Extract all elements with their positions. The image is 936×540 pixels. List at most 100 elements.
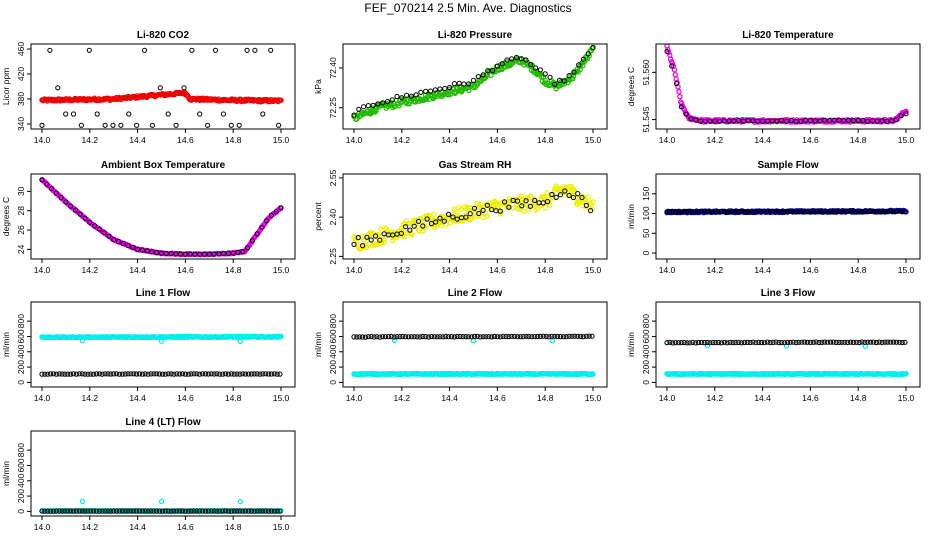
data-point xyxy=(744,209,750,215)
data-point xyxy=(91,371,97,377)
x-tick-label: 14.6 xyxy=(177,265,194,275)
data-point xyxy=(577,66,583,73)
data-point xyxy=(251,371,257,377)
data-point xyxy=(532,334,538,340)
data-point xyxy=(240,249,246,255)
data-point xyxy=(457,333,463,340)
data-point xyxy=(753,340,759,346)
data-point xyxy=(494,334,500,340)
data-point xyxy=(440,334,446,340)
plot-frame xyxy=(342,173,608,260)
x-tick-label: 14.4 xyxy=(754,393,771,403)
data-point xyxy=(45,371,51,377)
y-tick-label: 26 xyxy=(16,225,26,235)
data-point xyxy=(674,81,680,87)
chart-panel-2: Li-820 Pressure 14.0 14.2 14.4 14.6 14.8 15.0 7… xyxy=(313,30,608,145)
data-point xyxy=(475,213,481,219)
data-point xyxy=(88,371,94,377)
data-point xyxy=(560,334,567,340)
x-tick-label: 14.8 xyxy=(537,135,554,145)
data-point xyxy=(191,508,197,514)
y-axis-label: ml/min xyxy=(626,204,636,229)
data-point xyxy=(570,194,577,201)
data-point xyxy=(547,202,553,208)
data-point xyxy=(443,333,449,340)
data-point xyxy=(683,111,689,117)
data-point xyxy=(463,214,469,220)
data-point xyxy=(236,122,242,128)
x-tick-label: 14.2 xyxy=(82,135,99,145)
data-point xyxy=(454,216,460,222)
x-tick-label: 14.4 xyxy=(129,265,146,275)
data-point xyxy=(357,334,363,340)
data-point xyxy=(588,208,594,214)
data-point xyxy=(590,44,596,51)
data-point xyxy=(667,339,673,345)
data-point xyxy=(545,198,551,205)
data-point xyxy=(744,339,750,345)
data-point xyxy=(446,211,452,217)
data-point xyxy=(563,334,569,340)
series-black xyxy=(39,47,282,128)
data-point xyxy=(798,118,804,125)
chart-panel-4: Ambient Box Temperature 14.0 14.2 14.4 14.6 1… xyxy=(1,160,296,275)
data-point xyxy=(764,339,771,345)
x-tick-label: 14.6 xyxy=(802,393,819,403)
y-tick-label: 800 xyxy=(16,314,26,328)
data-point xyxy=(589,333,595,339)
data-point xyxy=(202,508,209,514)
data-point xyxy=(364,244,370,250)
data-point xyxy=(110,122,116,128)
data-point xyxy=(873,209,880,215)
data-point xyxy=(677,93,683,100)
data-point xyxy=(750,339,756,345)
data-point xyxy=(173,122,179,128)
data-point xyxy=(561,78,567,84)
data-point xyxy=(63,199,69,205)
data-point xyxy=(228,122,234,128)
data-point xyxy=(431,211,437,218)
data-point xyxy=(846,117,852,123)
data-point xyxy=(165,371,171,377)
data-point xyxy=(79,508,85,514)
data-point xyxy=(271,371,277,377)
chart-title: Gas Stream RH xyxy=(439,160,512,171)
data-point xyxy=(388,333,394,340)
data-point xyxy=(365,103,371,109)
y-axis-label: kPa xyxy=(313,79,323,94)
data-point xyxy=(277,508,283,514)
data-point xyxy=(767,340,773,346)
data-point xyxy=(799,339,805,345)
data-point xyxy=(486,334,492,340)
data-point xyxy=(268,47,274,53)
data-point xyxy=(739,209,745,215)
data-point xyxy=(687,208,693,214)
data-point xyxy=(225,250,231,256)
data-point xyxy=(731,118,737,124)
data-point xyxy=(273,209,279,215)
chart-data-points xyxy=(39,47,284,128)
data-point xyxy=(519,203,525,209)
y-tick-label: 400 xyxy=(641,344,651,358)
data-point xyxy=(903,108,909,115)
data-point xyxy=(151,371,157,377)
chart-panel-1: Li-820 CO2 14.0 14.2 14.4 14.6 14.8 15.0 340 380… xyxy=(1,30,296,145)
data-point xyxy=(432,87,438,93)
data-point xyxy=(759,339,765,346)
data-point xyxy=(105,508,111,514)
data-point xyxy=(263,508,269,514)
data-point xyxy=(664,209,670,215)
x-tick-label: 14.4 xyxy=(754,265,771,275)
data-point xyxy=(783,118,790,124)
y-axis-label: ml/min xyxy=(1,332,11,357)
chart-panel-5: Gas Stream RH 14.0 14.2 14.4 14.6 14.8 15.0 2.2… xyxy=(313,160,608,275)
data-point xyxy=(437,86,443,92)
series-magenta xyxy=(664,44,909,125)
data-point xyxy=(437,334,443,340)
data-point xyxy=(684,340,690,346)
data-point xyxy=(240,371,246,377)
data-point xyxy=(158,338,165,344)
data-point xyxy=(154,371,160,377)
data-point xyxy=(518,56,524,62)
data-point xyxy=(114,508,120,514)
